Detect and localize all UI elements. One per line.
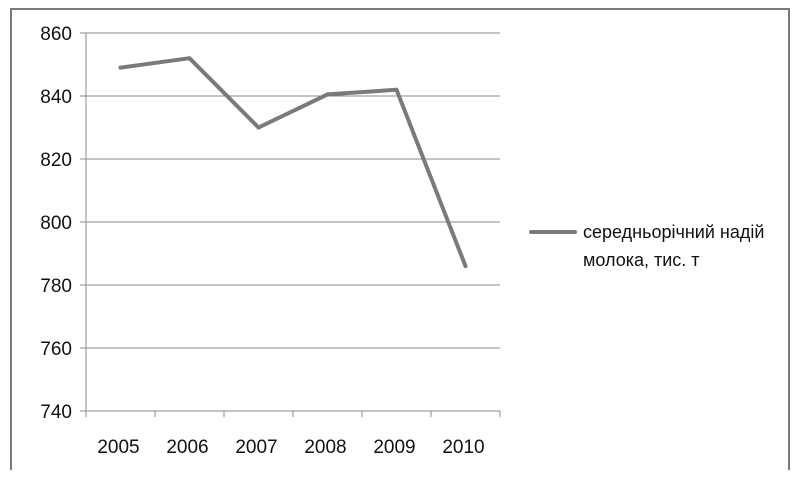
y-tick-label: 800: [40, 213, 72, 234]
data-point: [463, 264, 468, 269]
data-point: [325, 92, 330, 97]
y-axis-tick-labels: 740 760 780 800 820 840 860: [40, 24, 72, 423]
legend-label: молока, тис. т: [583, 250, 700, 270]
legend-label: середньорічний надій: [583, 222, 764, 242]
legend: середньорічний надій молока, тис. т: [529, 222, 764, 270]
x-tick-label: 2006: [166, 437, 208, 458]
y-tick-label: 740: [40, 402, 72, 423]
x-tick-label: 2009: [373, 437, 415, 458]
axes: [80, 32, 501, 417]
data-point: [394, 87, 399, 92]
chart-frame-left-border: [10, 8, 12, 470]
y-tick-label: 780: [40, 276, 72, 297]
chart-frame-top-border: [10, 8, 790, 10]
data-point: [118, 65, 123, 70]
series-lines: [118, 56, 468, 269]
y-tick-label: 760: [40, 339, 72, 360]
x-tick-label: 2007: [235, 437, 277, 458]
gridlines: [86, 32, 500, 349]
x-tick-label: 2008: [304, 437, 346, 458]
x-tick-label: 2010: [442, 437, 484, 458]
data-point: [256, 125, 261, 130]
x-axis-tick-labels: 2005 2006 2007 2008 2009 2010: [97, 437, 484, 458]
data-point: [187, 56, 192, 61]
series-line: [118, 56, 468, 269]
y-tick-label: 840: [40, 87, 72, 108]
y-tick-label: 860: [40, 24, 72, 45]
chart-frame: [10, 8, 790, 470]
y-tick-label: 820: [40, 150, 72, 171]
x-tick-label: 2005: [97, 437, 139, 458]
chart-frame-right-border: [788, 8, 790, 470]
